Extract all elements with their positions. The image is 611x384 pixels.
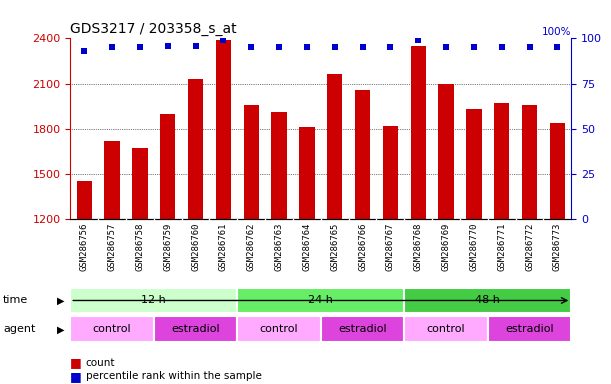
Point <box>441 44 451 50</box>
Text: GSM286757: GSM286757 <box>108 222 117 271</box>
Text: GSM286756: GSM286756 <box>79 222 89 271</box>
Point <box>79 48 89 54</box>
Text: GSM286763: GSM286763 <box>274 222 284 271</box>
Bar <box>188 79 203 219</box>
Point <box>525 44 535 50</box>
Text: GDS3217 / 203358_s_at: GDS3217 / 203358_s_at <box>70 22 237 36</box>
Text: GSM286761: GSM286761 <box>219 222 228 271</box>
Text: estradiol: estradiol <box>505 324 554 334</box>
Bar <box>104 141 120 219</box>
Point <box>552 44 562 50</box>
Bar <box>355 89 370 219</box>
FancyBboxPatch shape <box>154 316 237 342</box>
Text: GSM286771: GSM286771 <box>497 222 506 271</box>
Point <box>302 44 312 50</box>
Bar <box>299 127 315 219</box>
Text: count: count <box>86 358 115 368</box>
Point <box>497 44 507 50</box>
FancyBboxPatch shape <box>488 316 571 342</box>
Bar <box>550 122 565 219</box>
Text: control: control <box>426 324 466 334</box>
Text: ▶: ▶ <box>57 295 64 306</box>
FancyBboxPatch shape <box>70 288 237 313</box>
Point <box>163 43 172 49</box>
FancyBboxPatch shape <box>237 316 321 342</box>
FancyBboxPatch shape <box>321 316 404 342</box>
Text: GSM286760: GSM286760 <box>191 222 200 271</box>
Text: ■: ■ <box>70 356 82 369</box>
Text: GSM286766: GSM286766 <box>358 222 367 271</box>
Text: GSM286758: GSM286758 <box>136 222 144 271</box>
Text: control: control <box>93 324 131 334</box>
Point <box>330 44 340 50</box>
Point <box>386 44 395 50</box>
Bar <box>494 103 510 219</box>
Text: control: control <box>260 324 298 334</box>
Text: estradiol: estradiol <box>338 324 387 334</box>
Text: GSM286759: GSM286759 <box>163 222 172 271</box>
Text: GSM286770: GSM286770 <box>469 222 478 271</box>
Bar <box>438 83 454 219</box>
Text: GSM286772: GSM286772 <box>525 222 534 271</box>
Text: GSM286764: GSM286764 <box>302 222 312 271</box>
Text: agent: agent <box>3 324 35 334</box>
Bar <box>522 104 537 219</box>
Text: time: time <box>3 295 28 306</box>
FancyBboxPatch shape <box>404 316 488 342</box>
Text: GSM286768: GSM286768 <box>414 222 423 271</box>
Bar <box>216 40 231 219</box>
Bar <box>466 109 481 219</box>
Point <box>357 44 367 50</box>
Bar <box>382 126 398 219</box>
Bar <box>76 181 92 219</box>
Text: 48 h: 48 h <box>475 295 500 306</box>
FancyBboxPatch shape <box>70 316 154 342</box>
Bar <box>411 46 426 219</box>
Text: 100%: 100% <box>542 26 571 36</box>
Text: percentile rank within the sample: percentile rank within the sample <box>86 371 262 381</box>
Bar <box>271 112 287 219</box>
Bar <box>160 114 175 219</box>
Text: GSM286773: GSM286773 <box>553 222 562 271</box>
Text: GSM286769: GSM286769 <box>442 222 450 271</box>
Text: GSM286765: GSM286765 <box>330 222 339 271</box>
Point <box>219 37 229 43</box>
Bar <box>244 104 259 219</box>
Text: estradiol: estradiol <box>171 324 220 334</box>
FancyBboxPatch shape <box>237 288 404 313</box>
Point <box>469 44 479 50</box>
FancyBboxPatch shape <box>404 288 571 313</box>
Text: 12 h: 12 h <box>141 295 166 306</box>
Text: ■: ■ <box>70 370 82 383</box>
Text: GSM286767: GSM286767 <box>386 222 395 271</box>
Bar <box>132 148 147 219</box>
Text: 24 h: 24 h <box>309 295 333 306</box>
Point <box>191 43 200 49</box>
Point <box>135 44 145 50</box>
Point <box>107 44 117 50</box>
Point <box>274 44 284 50</box>
Point <box>246 44 256 50</box>
Text: GSM286762: GSM286762 <box>247 222 255 271</box>
Bar <box>327 74 342 219</box>
Point <box>413 37 423 43</box>
Text: ▶: ▶ <box>57 324 64 334</box>
